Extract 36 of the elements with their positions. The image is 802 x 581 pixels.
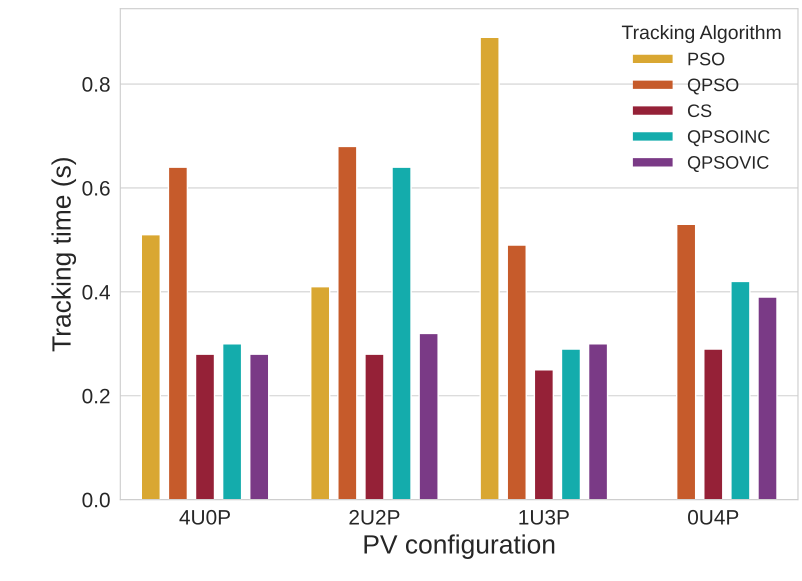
x-tick-label: 1U3P	[519, 510, 569, 525]
bar	[310, 286, 330, 500]
bar	[140, 234, 161, 500]
x-axis-title: PV configuration	[364, 534, 554, 559]
bar	[168, 166, 188, 500]
bar	[506, 244, 527, 500]
bar	[249, 354, 270, 500]
bar	[222, 343, 242, 500]
x-tick-label: 2U2P	[349, 510, 400, 525]
bar	[730, 280, 751, 500]
legend-label: QPSO	[688, 78, 738, 94]
bar	[364, 354, 385, 500]
y-tick-label: 0.8	[82, 77, 110, 92]
legend-label: QPSOVIC	[688, 156, 769, 172]
bar	[703, 348, 724, 500]
legend-label: PSO	[688, 52, 724, 66]
bar	[479, 36, 500, 500]
bar	[391, 166, 412, 500]
x-tick-label: 0U4P	[688, 510, 738, 525]
y-tick-label: 0.2	[82, 388, 110, 404]
bar	[588, 343, 608, 500]
y-tick-label: 0.4	[82, 284, 110, 300]
bar	[337, 146, 358, 500]
legend-title: Tracking Algorithm	[622, 24, 780, 44]
bar	[418, 332, 439, 500]
x-tick-label: 4U0P	[179, 510, 230, 525]
legend-label: QPSOINC	[688, 130, 770, 146]
bar	[676, 224, 696, 500]
bar	[757, 296, 778, 500]
y-axis-title: Tracking time (s)	[51, 158, 76, 352]
bar	[194, 354, 216, 500]
y-tick-label: 0.6	[82, 180, 110, 196]
legend-label: CS	[688, 104, 712, 118]
bar	[560, 348, 582, 500]
bar	[534, 369, 554, 500]
y-tick-label: 0.0	[82, 492, 110, 508]
